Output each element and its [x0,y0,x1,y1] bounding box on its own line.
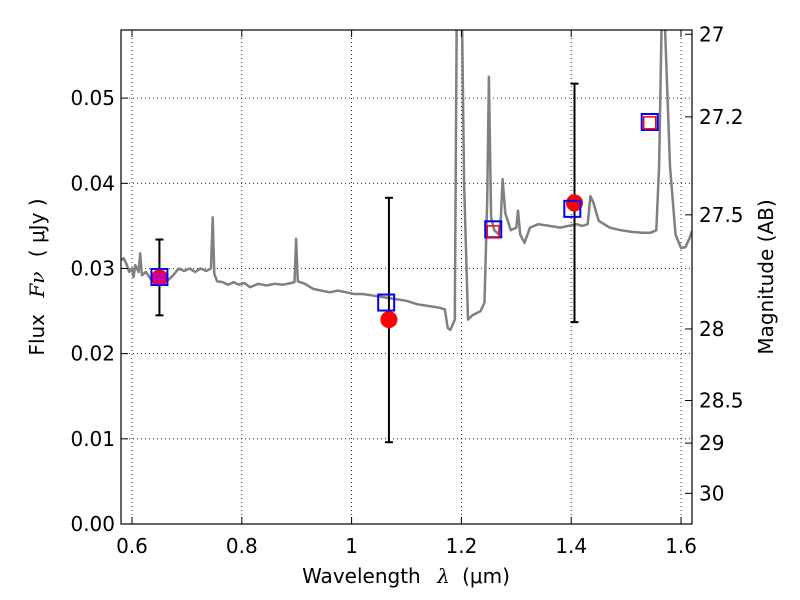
x-tick-label: 1.2 [445,534,477,558]
observed-point [380,311,398,329]
observed-point [566,194,584,212]
magenta-point [152,270,167,285]
x-tick-label: 1 [345,534,358,558]
y2-tick-label: 29 [699,431,724,455]
y2-tick-label: 30 [699,481,724,505]
y-tick-label: 0.05 [70,86,115,110]
model-square-blue [377,293,396,312]
y2-tick-label: 28.5 [699,389,744,413]
plot-frame [120,29,693,525]
y-tick-label: 0.02 [70,342,115,366]
y2-tick-label: 28 [699,317,724,341]
y2-tick-label: 27 [699,22,724,46]
y-tick-label: 0.04 [70,171,115,195]
model-square-blue [563,199,582,218]
x-tick-label: 1.4 [555,534,587,558]
model-square-blue [640,112,659,131]
spectrum-line [121,30,692,332]
y2-axis-title: Magnitude (AB) [754,199,778,354]
x-tick-label: 1.6 [665,534,697,558]
x-tick-label: 0.6 [116,534,148,558]
grid [121,30,692,525]
y-tick-label: 0.03 [70,256,115,280]
errorbar-layer [150,82,659,444]
y-axis-title: Flux Fν ( μJy ) [25,198,49,355]
y-tick-label: 0.01 [70,427,115,451]
tick-layer: 0.6 0.8 1 1.2 1.4 1.6 0.00 0.01 0.02 0.03 0.04 0.05… [70,22,743,558]
x-axis-title: Wavelength λ (μm) [302,564,510,588]
model-square-red [486,225,500,239]
y-tick-label: 0.00 [70,512,115,536]
x-tick-label: 0.8 [226,534,258,558]
model-square-blue [150,268,169,286]
model-square-red [642,116,657,130]
y2-tick-label: 27.2 [699,105,744,129]
data-layer [121,30,692,332]
y2-tick-label: 27.5 [699,203,744,227]
